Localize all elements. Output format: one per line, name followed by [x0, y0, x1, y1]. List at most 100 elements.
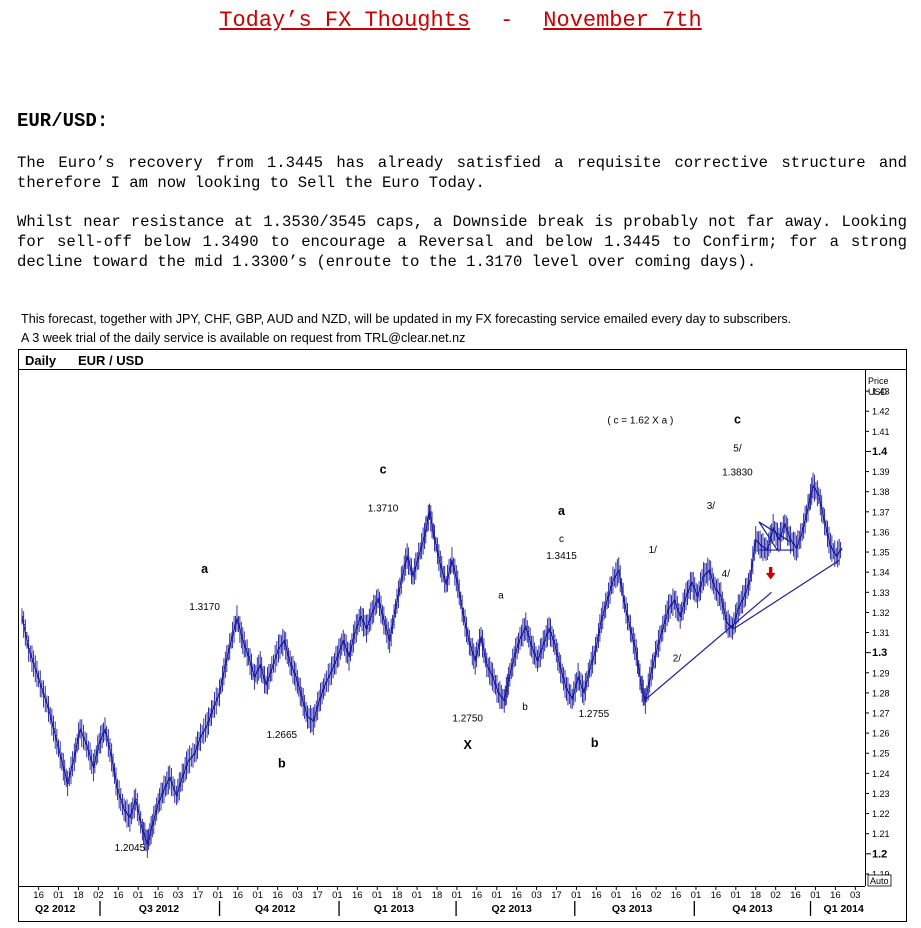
- wave-annotation: X: [464, 738, 473, 752]
- trendline: [758, 521, 791, 543]
- y-axis-title-line1: Price: [868, 376, 889, 386]
- wave-annotation: c: [380, 463, 387, 477]
- x-tick-label: 18: [750, 890, 761, 901]
- x-tick-label: 16: [472, 890, 483, 901]
- y-tick-label: 1.41: [872, 427, 890, 437]
- x-group-label: Q1 2014: [824, 903, 864, 915]
- x-tick-label: 01: [412, 890, 423, 901]
- x-tick-label: 03: [850, 890, 861, 901]
- wave-annotation: 5/: [733, 443, 742, 454]
- analysis-paragraph-2: Whilst near resistance at 1.3530/3545 ca…: [17, 213, 907, 271]
- y-axis-title: Price USD: [868, 376, 889, 397]
- wave-annotation: 2/: [673, 654, 682, 665]
- wave-annotation: b: [278, 756, 286, 770]
- x-tick-label: 01: [252, 890, 263, 901]
- wave-annotation: c: [734, 412, 741, 426]
- chart-container: Daily EUR / USD Price USD 1.19 1.2 1.21 1.22…: [18, 349, 907, 922]
- title-separator: -: [500, 8, 514, 33]
- x-tick-label: 01: [133, 890, 144, 901]
- x-tick-label: 18: [73, 890, 84, 901]
- x-tick-label: 16: [352, 890, 363, 901]
- y-tick-label: 1.34: [872, 568, 890, 578]
- x-axis-groups: Q2 2012 Q3 2012 Q4 2012 Q1 2013 Q2 2013 Q3 20…: [35, 901, 864, 916]
- x-tick-label: 01: [731, 890, 742, 901]
- y-tick-label: 1.23: [872, 789, 890, 799]
- x-tick-label: 16: [631, 890, 642, 901]
- wave-annotation: 1.3830: [722, 468, 753, 479]
- x-tick-label: 02: [770, 890, 781, 901]
- x-tick-label: 01: [53, 890, 64, 901]
- wave-annotation: ( c = 1.62 X a ): [607, 415, 673, 426]
- x-group-label: Q2 2012: [35, 903, 75, 915]
- y-tick-label: 1.43: [872, 387, 890, 397]
- trial-note: A 3 week trial of the daily service is a…: [21, 331, 466, 345]
- y-tick-label: 1.24: [872, 769, 890, 779]
- x-tick-label: 01: [491, 890, 502, 901]
- y-tick-label: 1.38: [872, 487, 890, 497]
- x-tick-label: 01: [213, 890, 224, 901]
- x-tick-label: 17: [312, 890, 323, 901]
- x-tick-label: 16: [33, 890, 44, 901]
- x-tick-label: 17: [193, 890, 204, 901]
- wave-annotation: a: [201, 562, 209, 576]
- x-group-label: Q4 2013: [732, 903, 772, 915]
- wave-annotation: 1.3170: [189, 602, 220, 613]
- x-tick-label: 16: [113, 890, 124, 901]
- x-tick-label: 03: [173, 890, 184, 901]
- x-group-label: Q2 2013: [492, 903, 532, 915]
- wave-annotation: b: [522, 702, 528, 713]
- wave-annotation: c: [559, 534, 564, 545]
- x-tick-label: 01: [571, 890, 582, 901]
- chart-border: [18, 349, 907, 922]
- plot-area: [21, 472, 843, 858]
- x-tick-label: 01: [810, 890, 821, 901]
- y-tick-label: 1.2: [872, 848, 887, 860]
- x-tick-label: 16: [233, 890, 244, 901]
- auto-scale-box[interactable]: [867, 874, 892, 887]
- y-tick-label: 1.36: [872, 527, 890, 537]
- auto-scale-label: Auto: [870, 876, 889, 886]
- wave-annotation: 1.3710: [368, 503, 399, 514]
- wave-annotation: 1.3415: [546, 551, 577, 562]
- x-tick-label: 16: [272, 890, 283, 901]
- down-arrow-icon: [765, 566, 776, 580]
- x-tick-label: 17: [551, 890, 562, 901]
- eurusd-chart: Daily EUR / USD Price USD 1.19 1.2 1.21 1.22…: [18, 349, 907, 922]
- y-tick-label: 1.26: [872, 729, 890, 739]
- x-group-label: Q1 2013: [374, 903, 414, 915]
- x-group-label: Q3 2013: [612, 903, 652, 915]
- x-tick-label: 16: [671, 890, 682, 901]
- annotations: 1.2045 a 1.3170 1.2665 b c 1.3710 1.2750 Xa b a c 1.…: [115, 412, 776, 854]
- wave-annotation: 1/: [649, 545, 658, 556]
- analysis-paragraph-1: The Euro’s recovery from 1.3445 has alre…: [17, 154, 907, 192]
- x-tick-label: 02: [651, 890, 662, 901]
- x-tick-label: 02: [93, 890, 104, 901]
- y-tick-label: 1.42: [872, 407, 890, 417]
- y-tick-label: 1.39: [872, 467, 890, 477]
- y-tick-label: 1.27: [872, 709, 890, 719]
- trendline: [645, 591, 772, 700]
- page-title: Today’s FX Thoughts - November 7th: [0, 8, 921, 33]
- y-tick-label: 1.22: [872, 809, 890, 819]
- x-tick-label: 16: [711, 890, 722, 901]
- x-tick-label: 03: [292, 890, 303, 901]
- y-tick-label: 1.37: [872, 507, 890, 517]
- x-tick-label: 16: [511, 890, 522, 901]
- x-tick-label: 18: [392, 890, 403, 901]
- x-tick-label: 01: [452, 890, 463, 901]
- wave-annotation: a: [498, 590, 504, 601]
- x-tick-label: 01: [611, 890, 622, 901]
- title-date: November 7th: [543, 8, 702, 33]
- y-tick-label: 1.32: [872, 608, 890, 618]
- y-tick-label: 1.19: [872, 869, 890, 879]
- x-tick-label: 18: [432, 890, 443, 901]
- x-tick-label: 16: [830, 890, 841, 901]
- wave-annotation: 1.2665: [266, 730, 297, 741]
- wave-annotation: 1.2755: [579, 709, 610, 720]
- wave-annotation: 4/: [722, 569, 731, 580]
- y-tick-label: 1.31: [872, 628, 890, 638]
- chart-title: EUR / USD: [78, 353, 144, 368]
- x-tick-label: 01: [332, 890, 343, 901]
- x-tick-label: 16: [153, 890, 164, 901]
- x-group-label: Q4 2012: [255, 903, 295, 915]
